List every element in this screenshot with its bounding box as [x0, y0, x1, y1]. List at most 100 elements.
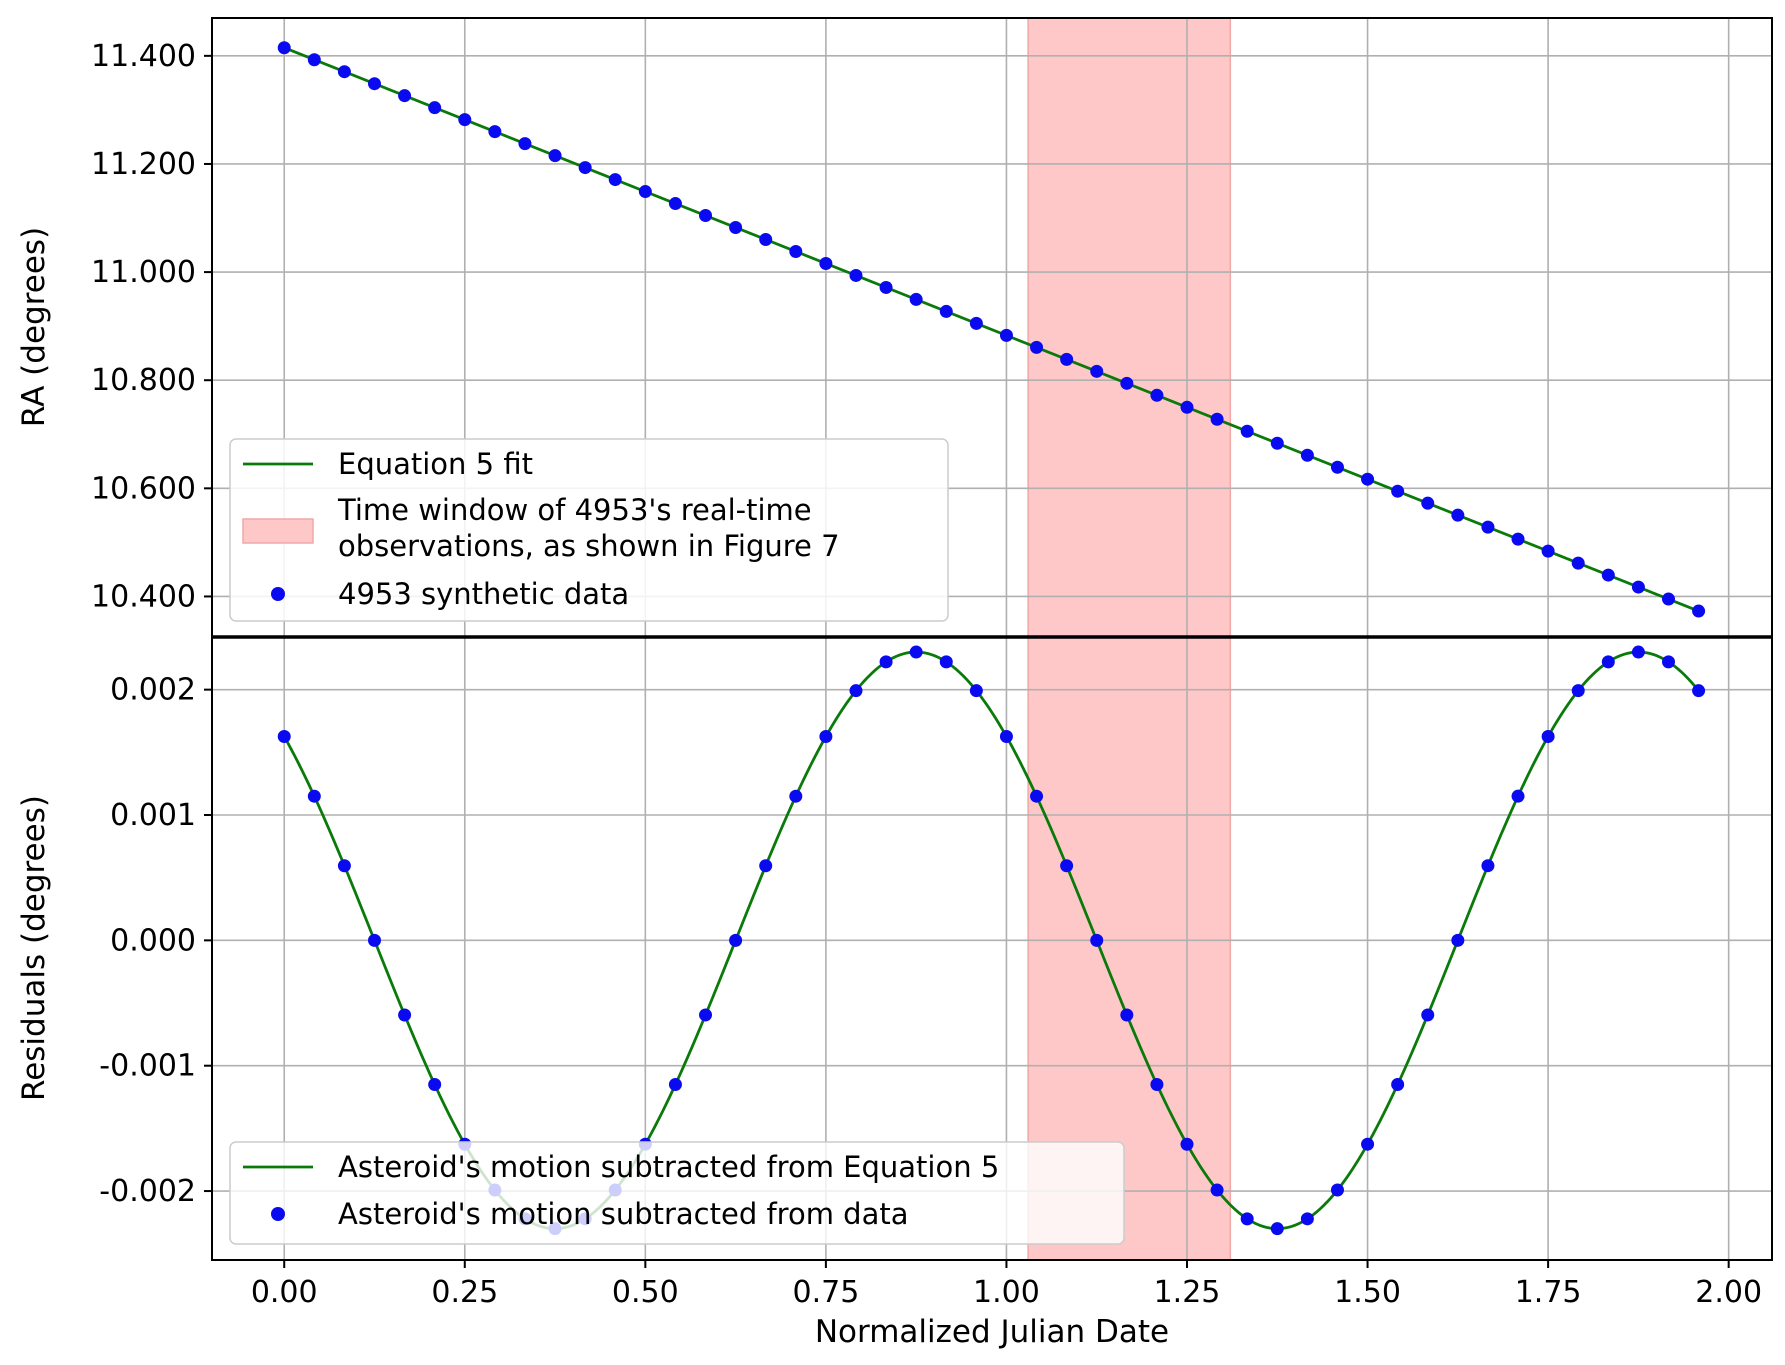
top-ytick-label-3: 11.000 [91, 255, 196, 290]
x-tick-labels: 0.00 0.25 0.50 0.75 1.00 1.25 1.50 1.75 2.00 [251, 1260, 1762, 1310]
synthetic-data-point [1300, 448, 1314, 462]
xtick-label-3: 0.75 [792, 1275, 859, 1310]
residual-data-point [1421, 1008, 1435, 1022]
residual-data-point [1180, 1137, 1194, 1151]
legend-residual-marker [271, 1207, 285, 1221]
legend-fit-label: Equation 5 fit [338, 447, 533, 481]
legend-data-marker [271, 587, 285, 601]
residual-data-point [1270, 1222, 1284, 1236]
top-ytick-label-4: 11.200 [91, 147, 196, 182]
top-legend: Equation 5 fit Time window of 4953's rea… [229, 438, 949, 622]
synthetic-data-point [368, 77, 382, 91]
legend-model-label: Asteroid's motion subtracted from Equati… [338, 1150, 999, 1184]
synthetic-data-point [1090, 364, 1104, 378]
synthetic-data-point [1692, 604, 1706, 618]
residual-data-point [1661, 655, 1675, 669]
synthetic-data-point [1270, 436, 1284, 450]
synthetic-data-point [909, 292, 923, 306]
synthetic-data-point [1361, 472, 1375, 486]
synthetic-data-point [608, 173, 622, 187]
synthetic-data-point [578, 161, 592, 175]
ra-panel: 10.400 10.600 10.800 11.000 11.200 11.400 RA … [16, 17, 1773, 638]
synthetic-data-point [1060, 352, 1074, 366]
synthetic-data-point [488, 125, 502, 139]
legend-shade-label: Time window of 4953's real-time observat… [337, 493, 840, 563]
top-shaded-region [1027, 17, 1232, 638]
residual-data-point [1601, 655, 1615, 669]
synthetic-data-point [428, 101, 442, 115]
synthetic-data-point [1180, 400, 1194, 414]
xtick-label-8: 2.00 [1695, 1275, 1762, 1310]
residual-data-point [1030, 789, 1044, 803]
residual-data-point [759, 859, 773, 873]
synthetic-data-point [939, 304, 953, 318]
x-axis-label: Normalized Julian Date [815, 1314, 1169, 1350]
residual-data-point [879, 655, 893, 669]
bottom-ytick-label-0: -0.002 [99, 1174, 196, 1209]
bottom-ytick-label-2: 0.000 [110, 923, 196, 958]
synthetic-data-point [277, 41, 291, 55]
top-series [277, 41, 1706, 618]
synthetic-data-point [789, 244, 803, 258]
synthetic-data-point [699, 209, 713, 223]
xtick-label-4: 1.00 [973, 1275, 1040, 1310]
synthetic-data-point [1210, 412, 1224, 426]
top-ytick-label-1: 10.600 [91, 471, 196, 506]
synthetic-data-point [1661, 592, 1675, 606]
residual-data-point [1541, 729, 1555, 743]
bottom-ytick-label-4: 0.002 [110, 673, 196, 708]
synthetic-data-point [1631, 580, 1645, 594]
residual-data-point [1300, 1212, 1314, 1226]
synthetic-data-point [307, 53, 321, 67]
synthetic-data-point [1541, 544, 1555, 558]
residual-data-point [1631, 645, 1645, 659]
synthetic-data-point [819, 256, 833, 270]
synthetic-data-point [849, 268, 863, 282]
residual-data-point [1330, 1183, 1344, 1197]
residuals-panel: Asteroid's motion subtracted from Equati… [16, 635, 1773, 1350]
residual-data-point [1240, 1212, 1254, 1226]
xtick-label-1: 0.25 [431, 1275, 498, 1310]
residual-data-point [337, 859, 351, 873]
synthetic-data-point [1030, 340, 1044, 354]
legend-data-label: 4953 synthetic data [338, 577, 629, 611]
residual-data-point [307, 789, 321, 803]
top-ytick-label-0: 10.400 [91, 579, 196, 614]
synthetic-data-point [638, 185, 652, 199]
residual-data-point [1451, 933, 1465, 947]
synthetic-data-point [1571, 556, 1585, 570]
synthetic-data-point [879, 280, 893, 294]
residual-data-point [729, 933, 743, 947]
xtick-label-2: 0.50 [612, 1275, 679, 1310]
residual-data-point [939, 655, 953, 669]
residual-data-point [909, 645, 923, 659]
residual-data-point [699, 1008, 713, 1022]
residual-data-point [789, 789, 803, 803]
residual-data-point [277, 729, 291, 743]
residual-data-point [999, 729, 1013, 743]
synthetic-data-point [1481, 520, 1495, 534]
synthetic-data-point [999, 328, 1013, 342]
synthetic-data-point [337, 65, 351, 79]
bottom-ytick-label-1: -0.001 [99, 1049, 196, 1084]
synthetic-data-point [458, 113, 472, 127]
synthetic-data-point [759, 232, 773, 246]
residual-data-point [1060, 859, 1074, 873]
legend-shade-label-line-1: Time window of 4953's real-time [337, 493, 812, 527]
synthetic-data-point [1601, 568, 1615, 582]
residual-data-point [398, 1008, 412, 1022]
synthetic-data-point [518, 137, 532, 151]
bottom-legend: Asteroid's motion subtracted from Equati… [229, 1141, 1125, 1245]
residual-data-point [1090, 933, 1104, 947]
top-ytick-label-2: 10.800 [91, 363, 196, 398]
bottom-y-tick-labels: -0.002 -0.001 0.000 0.001 0.002 [99, 673, 212, 1209]
synthetic-data-point [1120, 376, 1134, 390]
top-y-axis-label: RA (degrees) [16, 227, 52, 427]
bottom-y-axis-label: Residuals (degrees) [16, 795, 52, 1101]
legend-shade-label-line-2: observations, as shown in Figure 7 [338, 529, 840, 563]
top-y-tick-labels: 10.400 10.600 10.800 11.000 11.200 11.400 [91, 39, 212, 614]
residual-data-point [1391, 1077, 1405, 1091]
xtick-label-6: 1.50 [1334, 1275, 1401, 1310]
residual-data-point [1361, 1137, 1375, 1151]
